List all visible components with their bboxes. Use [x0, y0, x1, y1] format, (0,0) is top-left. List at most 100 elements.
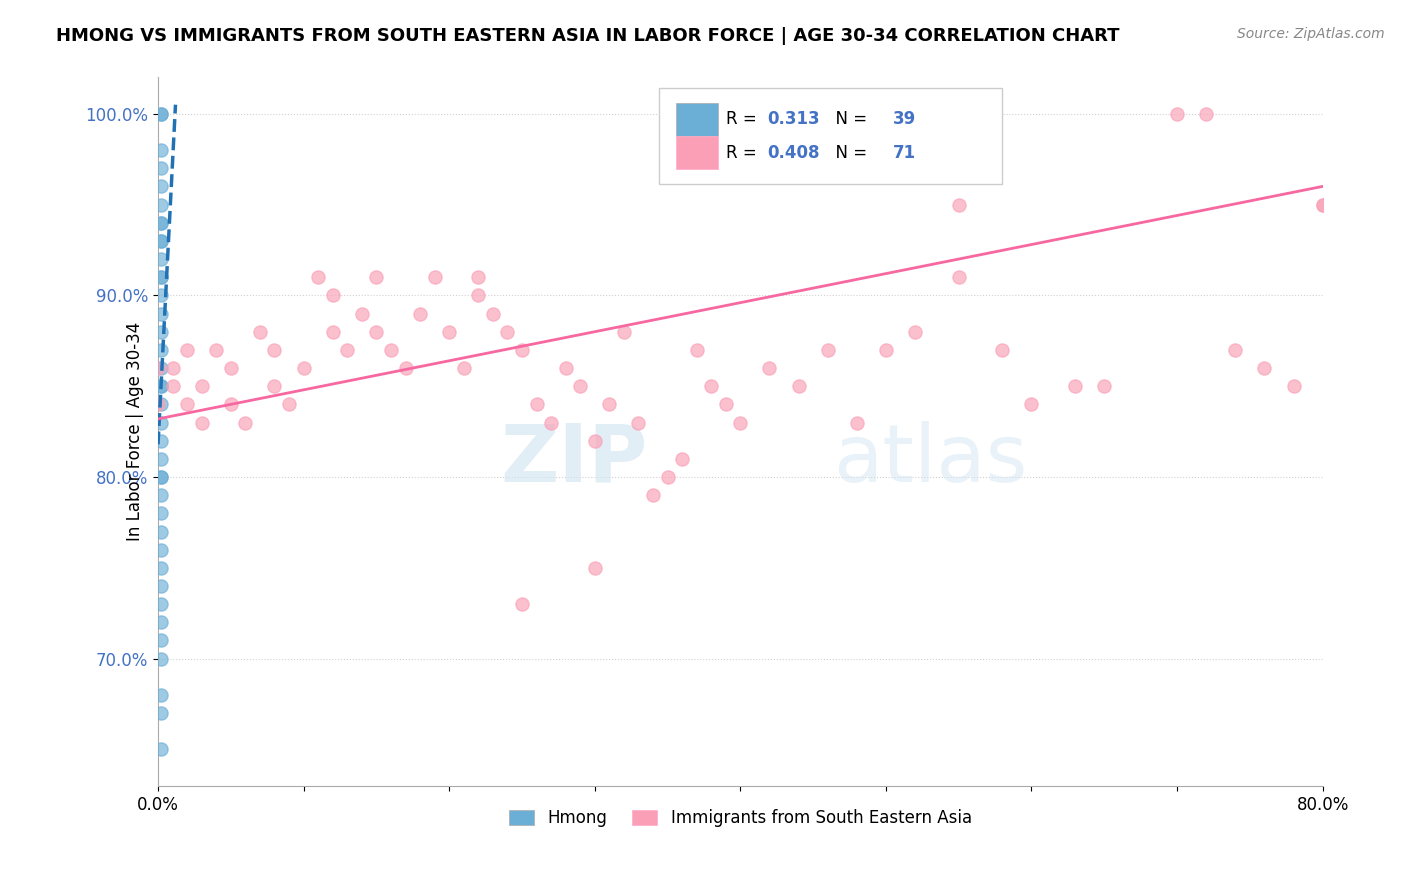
Point — [1282, 379, 1305, 393]
Point — [627, 416, 650, 430]
Point — [235, 416, 257, 430]
Text: N =: N = — [825, 144, 873, 161]
Point — [219, 361, 242, 376]
Point — [149, 688, 172, 702]
Point — [496, 325, 519, 339]
Point — [278, 397, 301, 411]
Point — [190, 379, 212, 393]
Point — [149, 361, 172, 376]
Text: 39: 39 — [893, 111, 917, 128]
Point — [307, 270, 329, 285]
Point — [714, 397, 737, 411]
Point — [1312, 197, 1334, 211]
Point — [423, 270, 446, 285]
Point — [176, 397, 198, 411]
Point — [366, 325, 388, 339]
Point — [1312, 197, 1334, 211]
Text: 71: 71 — [893, 144, 917, 161]
Point — [875, 343, 897, 357]
Point — [149, 506, 172, 520]
Point — [554, 361, 576, 376]
Point — [149, 307, 172, 321]
Point — [787, 379, 810, 393]
Point — [149, 615, 172, 630]
Point — [149, 325, 172, 339]
Point — [149, 234, 172, 248]
Text: ZIP: ZIP — [501, 421, 647, 499]
Point — [149, 579, 172, 593]
Point — [1166, 107, 1188, 121]
Point — [948, 270, 970, 285]
Point — [598, 397, 620, 411]
Point — [149, 288, 172, 302]
Point — [149, 742, 172, 756]
Point — [149, 179, 172, 194]
Point — [350, 307, 373, 321]
Point — [162, 379, 184, 393]
Point — [149, 270, 172, 285]
Point — [149, 416, 172, 430]
Point — [149, 706, 172, 720]
Point — [322, 288, 344, 302]
Point — [219, 397, 242, 411]
Point — [149, 470, 172, 484]
Point — [149, 343, 172, 357]
Point — [149, 470, 172, 484]
Point — [467, 288, 489, 302]
Point — [948, 197, 970, 211]
Point — [149, 524, 172, 539]
Point — [149, 143, 172, 157]
Text: Source: ZipAtlas.com: Source: ZipAtlas.com — [1237, 27, 1385, 41]
Point — [149, 379, 172, 393]
Text: R =: R = — [727, 144, 762, 161]
Text: HMONG VS IMMIGRANTS FROM SOUTH EASTERN ASIA IN LABOR FORCE | AGE 30-34 CORRELATI: HMONG VS IMMIGRANTS FROM SOUTH EASTERN A… — [56, 27, 1119, 45]
Point — [482, 307, 505, 321]
Point — [510, 343, 533, 357]
Point — [380, 343, 402, 357]
Point — [1225, 343, 1247, 357]
Point — [700, 379, 723, 393]
Point — [1021, 397, 1043, 411]
Point — [569, 379, 592, 393]
Point — [904, 325, 927, 339]
FancyBboxPatch shape — [676, 136, 718, 169]
FancyBboxPatch shape — [659, 88, 1002, 184]
Text: R =: R = — [727, 111, 762, 128]
Text: 0.408: 0.408 — [768, 144, 820, 161]
Point — [149, 633, 172, 648]
Point — [149, 561, 172, 575]
Point — [671, 451, 693, 466]
Point — [263, 379, 285, 393]
Point — [149, 107, 172, 121]
Point — [641, 488, 664, 502]
Point — [394, 361, 416, 376]
Point — [149, 197, 172, 211]
FancyBboxPatch shape — [676, 103, 718, 136]
Point — [149, 379, 172, 393]
Point — [149, 216, 172, 230]
Point — [1253, 361, 1275, 376]
Point — [149, 161, 172, 176]
Point — [510, 597, 533, 611]
Text: 0.313: 0.313 — [768, 111, 820, 128]
Point — [685, 343, 707, 357]
Point — [336, 343, 359, 357]
Point — [366, 270, 388, 285]
Point — [205, 343, 228, 357]
Point — [583, 561, 606, 575]
Y-axis label: In Labor Force | Age 30-34: In Labor Force | Age 30-34 — [127, 322, 145, 541]
Point — [817, 343, 839, 357]
Point — [149, 216, 172, 230]
Point — [190, 416, 212, 430]
Legend: Hmong, Immigrants from South Eastern Asia: Hmong, Immigrants from South Eastern Asi… — [502, 803, 979, 834]
Point — [149, 597, 172, 611]
Point — [322, 325, 344, 339]
Point — [249, 325, 271, 339]
Point — [1195, 107, 1218, 121]
Point — [583, 434, 606, 448]
Point — [540, 416, 562, 430]
Point — [149, 107, 172, 121]
Point — [149, 252, 172, 266]
Text: atlas: atlas — [834, 421, 1028, 499]
Point — [526, 397, 548, 411]
